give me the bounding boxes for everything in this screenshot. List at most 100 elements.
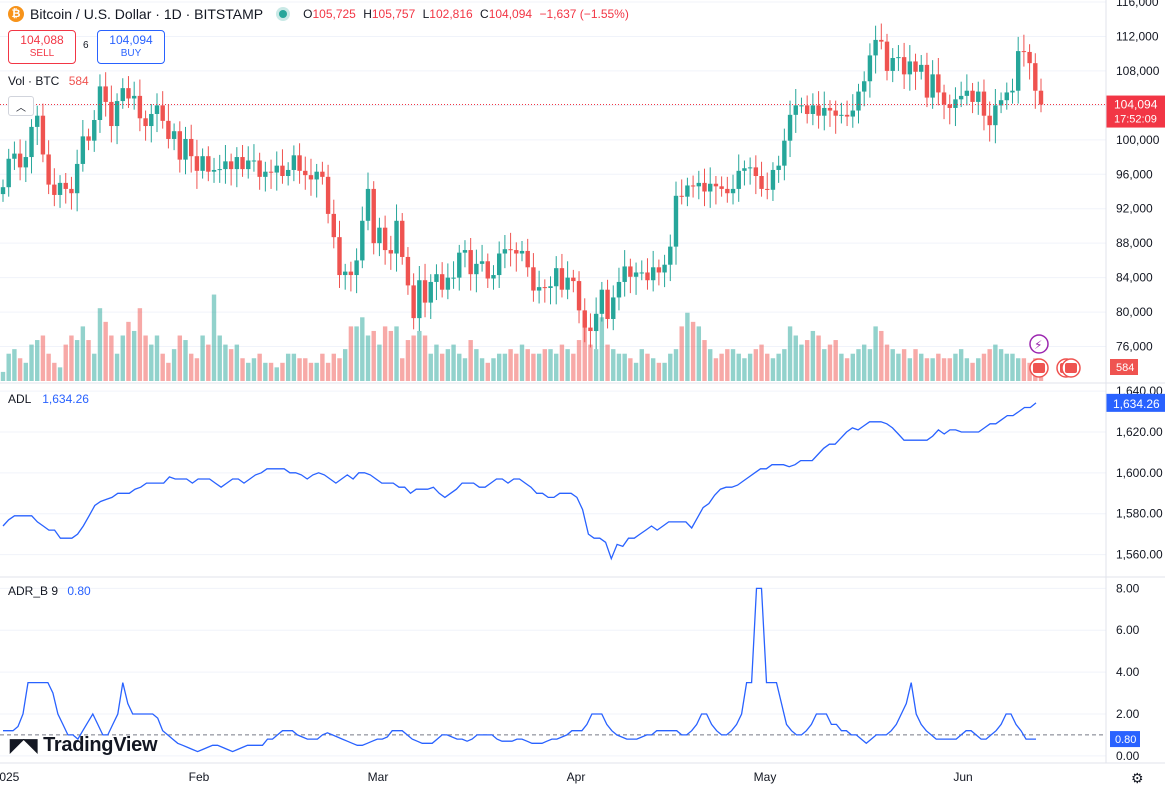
volume-bar	[280, 362, 285, 381]
volume-bar	[856, 349, 861, 381]
candle-body	[23, 157, 29, 168]
candle-body	[451, 277, 456, 279]
volume-bar	[103, 321, 108, 381]
volume-bar	[844, 358, 850, 381]
volume-bar	[63, 344, 68, 381]
sell-button[interactable]: 104,088 SELL	[8, 30, 76, 64]
candle-body	[206, 156, 211, 172]
price-tick-label: 80,000	[1116, 305, 1153, 319]
candle-body	[143, 118, 148, 127]
candle-body	[559, 268, 565, 290]
volume-bar	[765, 353, 770, 381]
volume-bar	[274, 367, 279, 381]
volume-bar	[246, 362, 251, 381]
candle-body	[907, 61, 913, 75]
buy-price: 104,094	[109, 33, 153, 47]
candle-body	[337, 237, 342, 276]
symbol-header[interactable]: ₿ Bitcoin / U.S. Dollar · 1D · BITSTAMP …	[8, 4, 633, 24]
candle-body	[685, 185, 690, 197]
event-markers[interactable]: ⚡	[1029, 334, 1081, 378]
adr-badge	[1110, 731, 1140, 748]
volume-bar	[268, 362, 274, 381]
volume-bar	[650, 358, 656, 381]
adr-legend-name: ADR_B 9	[8, 584, 59, 598]
volume-bar	[679, 326, 684, 381]
volume-bar	[1010, 353, 1015, 381]
low-value: 102,816	[429, 7, 473, 21]
volume-legend[interactable]: Vol · BTC 584	[8, 74, 89, 88]
volume-bar	[405, 340, 411, 381]
candle-body	[668, 246, 673, 265]
adr-tick-label: 2.00	[1116, 707, 1140, 721]
candle-body	[69, 188, 74, 194]
adr-legend-value: 0.80	[67, 584, 91, 598]
volume-bar	[519, 344, 525, 381]
volume-bar	[143, 335, 148, 381]
buy-button[interactable]: 104,094 BUY	[97, 30, 165, 64]
candle-body	[713, 183, 719, 187]
candle-body	[1021, 51, 1027, 53]
candle-body	[1027, 51, 1032, 64]
settings-gear-icon[interactable]: ⚙	[1131, 770, 1144, 786]
candle-body	[508, 249, 513, 251]
volume-bar	[645, 353, 650, 381]
adl-legend[interactable]: ADL 1,634.26	[8, 392, 89, 406]
candle-body	[52, 184, 57, 195]
volume-bar	[434, 344, 439, 381]
candle-body	[662, 264, 667, 273]
candle-body	[57, 182, 63, 195]
volume-bar	[958, 349, 964, 381]
volume-bar	[719, 353, 724, 381]
volume-bar	[542, 349, 548, 381]
candle-body	[29, 126, 34, 158]
candle-body	[810, 105, 816, 114]
volume-bar	[74, 340, 80, 381]
candle-body	[223, 161, 228, 170]
change-value: −1,637 (−1.55%)	[539, 7, 629, 21]
collapse-legend-button[interactable]: ︿	[8, 96, 34, 116]
volume-legend-value: 584	[68, 74, 89, 88]
candle-body	[542, 287, 548, 289]
last-price-badge-value: 104,094	[1114, 98, 1158, 112]
candle-body	[901, 57, 907, 75]
volume-bar	[149, 344, 154, 381]
volume-bar	[884, 344, 890, 381]
volume-bar	[126, 321, 131, 381]
volume-bar	[668, 353, 673, 381]
time-axis[interactable]: 2025 Feb Mar Apr May Jun	[0, 770, 973, 784]
volume-bar	[787, 326, 793, 381]
adr-badge-value: 0.80	[1115, 734, 1136, 746]
adr-legend[interactable]: ADR_B 9 0.80	[8, 584, 91, 598]
symbol-title[interactable]: Bitcoin / U.S. Dollar · 1D · BITSTAMP	[30, 6, 264, 22]
volume-bar	[97, 308, 103, 381]
market-status-icon[interactable]	[279, 10, 288, 18]
candle-body	[160, 105, 165, 121]
volume-bar	[314, 362, 319, 381]
price-tick-label: 96,000	[1116, 167, 1153, 181]
flag-stripes-icon	[1065, 363, 1077, 373]
volume-bar	[576, 340, 582, 381]
volume-bar	[867, 349, 873, 381]
volume-bar	[29, 344, 34, 381]
volume-bar	[616, 353, 622, 381]
candle-body	[114, 101, 120, 127]
pane-dividers[interactable]	[0, 0, 1165, 764]
volume-bar	[827, 344, 833, 381]
volume-bar	[941, 358, 947, 381]
candle-body	[342, 271, 348, 276]
event-icons: ⚡	[1029, 334, 1081, 378]
volume-bar	[137, 308, 143, 381]
volume-bar	[554, 353, 559, 381]
candle-body	[354, 260, 359, 276]
volume-bar	[804, 340, 810, 381]
high-value: 105,757	[371, 7, 416, 21]
volume-bar	[622, 353, 627, 381]
volume-bar	[656, 362, 662, 381]
volume-badge	[1110, 359, 1138, 375]
sell-label: SELL	[29, 48, 55, 59]
tradingview-logo[interactable]: ◤◥ TradingView	[10, 734, 158, 757]
volume-bar	[114, 353, 120, 381]
candle-body	[725, 188, 730, 194]
lightning-event-icon	[1029, 334, 1049, 354]
